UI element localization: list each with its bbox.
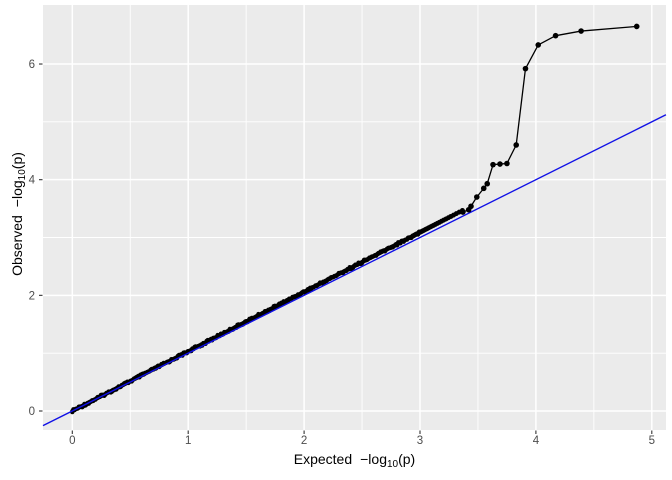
identity-reference-line (42, 114, 667, 427)
x-axis-title-tail: (p) (398, 451, 416, 467)
tail-data-point (513, 142, 519, 148)
tail-data-point (473, 194, 480, 200)
x-tick-label: 5 (649, 435, 655, 447)
x-axis-title-subscript: 10 (386, 459, 399, 470)
y-tick-label: 6 (29, 59, 35, 71)
x-tick-label: 3 (417, 435, 423, 447)
x-axis-title-word: Expected (293, 451, 353, 467)
y-axis-title-word: Observed (9, 215, 25, 276)
y-axis-title: Observed −log10(p) (8, 104, 28, 324)
x-tick-label: 2 (301, 435, 307, 447)
tail-data-point (504, 160, 510, 167)
tail-data-point (484, 180, 491, 187)
y-tick-label: 0 (29, 406, 35, 418)
x-tick-label: 0 (69, 435, 75, 447)
tail-data-point (497, 161, 503, 167)
y-axis-title-subscript: 10 (17, 169, 28, 181)
x-tick-label: 4 (533, 435, 540, 447)
tail-data-point (490, 161, 496, 168)
plot-panel (43, 5, 666, 430)
x-tick-label: 1 (185, 435, 191, 447)
tail-data-point (522, 65, 529, 72)
tail-data-point (460, 209, 466, 215)
tail-data-point (480, 185, 487, 192)
y-tick-label: 4 (29, 175, 36, 187)
tail-data-point (468, 203, 474, 210)
y-axis-title-minus-log: −log (9, 180, 25, 208)
tail-data-point (578, 28, 584, 34)
tail-data-point (633, 23, 640, 30)
y-tick-label: 2 (29, 290, 35, 302)
tail-data-point (535, 42, 542, 48)
x-axis-title: Expected −log10(p) (43, 451, 666, 470)
x-axis-title-minus-log: −log (360, 451, 387, 467)
y-axis-title-tail: (p) (9, 152, 25, 170)
tail-data-point (552, 32, 559, 39)
